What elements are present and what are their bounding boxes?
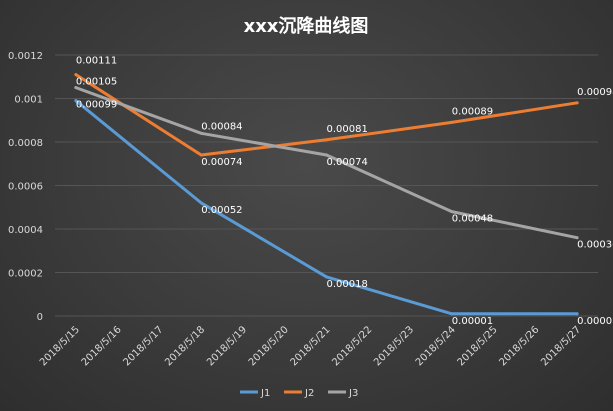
legend-label-j1: J1 <box>260 388 270 399</box>
data-label-j1: 0.00001 <box>452 316 493 327</box>
x-tick-label: 2018/5/15 <box>38 324 82 368</box>
series-lines <box>74 73 579 316</box>
x-tick-label: 2018/5/24 <box>414 324 458 368</box>
y-tick-label: 0.0012 <box>8 51 43 62</box>
data-label-j1: 0.00052 <box>201 205 242 216</box>
data-label-j3: 0.00084 <box>201 121 242 132</box>
data-point-j1 <box>325 275 328 279</box>
data-label-j3: 0.00048 <box>452 214 493 225</box>
x-tick-label: 2018/5/17 <box>122 324 166 368</box>
data-point-j3 <box>74 86 78 90</box>
gridlines <box>55 54 598 317</box>
data-label-j2: 0.00098 <box>577 87 613 98</box>
data-point-j1 <box>575 312 579 316</box>
x-tick-label: 2018/5/19 <box>205 324 249 368</box>
x-tick-label: 2018/5/16 <box>80 324 124 368</box>
x-tick-label: 2018/5/18 <box>163 324 207 368</box>
data-label-j2: 0.00081 <box>327 124 368 135</box>
data-label-j3: 0.00036 <box>577 240 613 251</box>
legend[interactable]: J1 J2 J3 <box>240 388 358 399</box>
data-point-j2 <box>199 153 203 157</box>
x-tick-label: 2018/5/22 <box>330 324 374 368</box>
data-point-j2 <box>325 138 328 142</box>
data-label-j3: 0.00074 <box>327 157 368 168</box>
data-label-j2: 0.00111 <box>76 56 117 67</box>
y-tick-label: 0.0008 <box>8 138 43 149</box>
x-tick-label: 2018/5/21 <box>289 324 333 368</box>
y-tick-label: 0.0004 <box>8 225 43 236</box>
data-point-j3 <box>450 210 454 214</box>
x-tick-label: 2018/5/26 <box>497 324 541 368</box>
legend-label-j3: J3 <box>348 388 358 399</box>
x-tick-label: 2018/5/23 <box>372 324 416 368</box>
data-point-j2 <box>74 73 78 77</box>
data-label-j2: 0.00074 <box>201 157 242 168</box>
y-tick-label: 0.0006 <box>8 182 43 193</box>
x-axis: 2018/5/152018/5/162018/5/172018/5/182018… <box>38 324 583 368</box>
chart-title: xxx沉降曲线图 <box>244 15 369 37</box>
data-point-j1 <box>199 201 203 205</box>
legend-label-j2: J2 <box>304 388 314 399</box>
data-point-j2 <box>575 101 579 105</box>
x-tick-label: 2018/5/25 <box>456 324 500 368</box>
data-label-j2: 0.00089 <box>452 106 493 117</box>
x-tick-label: 2018/5/27 <box>539 324 583 368</box>
data-point-j1 <box>74 99 78 103</box>
y-tick-label: 0.0002 <box>8 269 43 280</box>
data-labels: 0.00099 0.00052 0.00018 0.00001 0.00001 0.001… <box>76 56 613 327</box>
data-label-j1: 0.00018 <box>327 279 368 290</box>
y-tick-label: 0 <box>37 312 43 323</box>
x-tick-label: 2018/5/20 <box>247 324 291 368</box>
y-tick-label: 0.001 <box>14 95 43 106</box>
data-label-j1: 0.00099 <box>76 100 117 111</box>
data-point-j3 <box>325 153 328 157</box>
data-point-j2 <box>450 120 454 124</box>
data-point-j3 <box>575 236 579 240</box>
y-axis: 0 0.0002 0.0004 0.0006 0.0008 0.001 0.0012 <box>8 51 43 323</box>
data-point-j3 <box>199 131 203 135</box>
data-point-j1 <box>450 312 454 316</box>
data-label-j1: 0.00001 <box>577 316 613 327</box>
data-label-j3: 0.00105 <box>76 77 117 88</box>
